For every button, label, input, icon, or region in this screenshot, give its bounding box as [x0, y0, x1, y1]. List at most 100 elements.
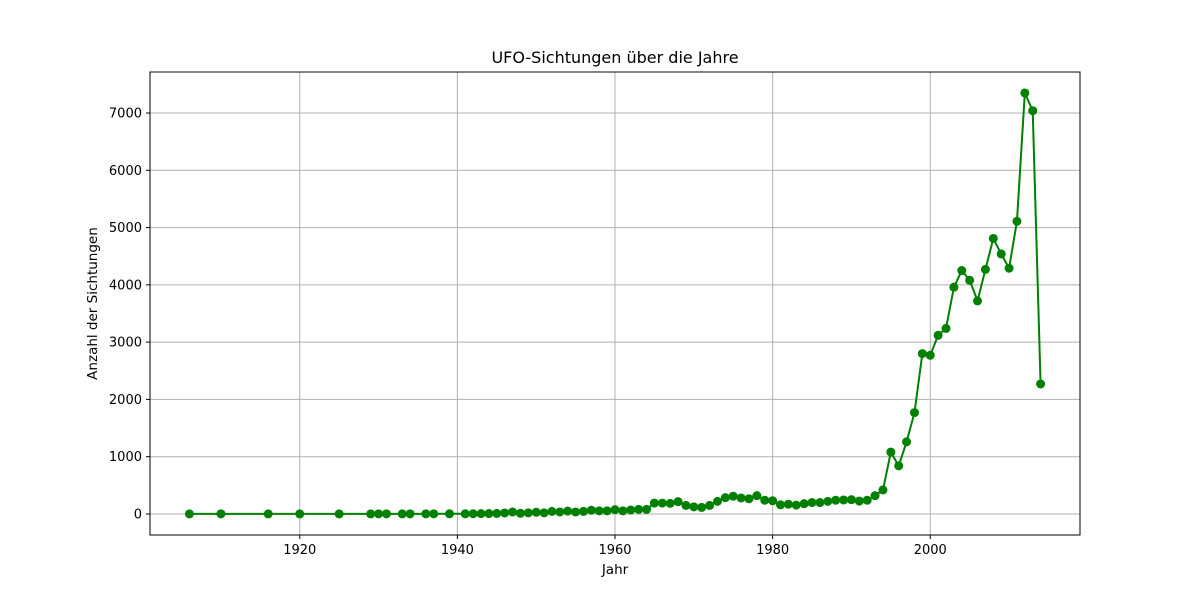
- data-point: [728, 491, 738, 501]
- data-point: [712, 496, 722, 506]
- data-point: [949, 282, 959, 292]
- data-point: [744, 494, 754, 504]
- data-point: [776, 500, 786, 510]
- data-point: [957, 266, 967, 276]
- data-point: [460, 509, 470, 519]
- data-point: [366, 509, 376, 519]
- data-point: [626, 505, 636, 515]
- y-tick-label: 0: [134, 507, 142, 522]
- data-point: [586, 505, 596, 515]
- data-series: [184, 88, 1046, 519]
- data-point: [941, 323, 951, 333]
- data-point: [563, 506, 573, 516]
- data-point: [839, 495, 849, 505]
- data-point: [894, 461, 904, 471]
- data-point: [610, 505, 620, 515]
- data-point: [602, 506, 612, 516]
- y-tick-label: 2000: [109, 393, 142, 408]
- y-tick-label: 5000: [109, 221, 142, 236]
- data-point: [878, 485, 888, 495]
- x-tick-label: 1940: [441, 543, 474, 558]
- data-point: [973, 296, 983, 306]
- x-tick-label: 1920: [283, 543, 316, 558]
- y-tick-label: 4000: [109, 278, 142, 293]
- data-point: [760, 495, 770, 505]
- data-point: [657, 498, 667, 508]
- data-point: [444, 509, 454, 519]
- data-point: [649, 498, 659, 508]
- data-point: [862, 495, 872, 505]
- data-point: [980, 264, 990, 274]
- y-tick-label: 3000: [109, 336, 142, 351]
- data-point: [917, 349, 927, 359]
- data-point: [405, 509, 415, 519]
- data-point: [429, 509, 439, 519]
- data-point: [933, 330, 943, 340]
- data-point: [815, 498, 825, 508]
- data-point: [397, 509, 407, 519]
- data-point: [705, 500, 715, 510]
- data-point: [1028, 106, 1038, 116]
- data-point: [783, 499, 793, 509]
- data-point: [531, 507, 541, 517]
- data-point: [184, 509, 194, 519]
- data-point: [508, 507, 518, 517]
- data-point: [697, 502, 707, 512]
- y-tick-label: 1000: [109, 450, 142, 465]
- data-point: [665, 498, 675, 508]
- y-tick-label: 6000: [109, 164, 142, 179]
- data-point: [768, 496, 778, 506]
- data-point: [846, 495, 856, 505]
- data-point: [216, 509, 226, 519]
- data-point: [263, 509, 273, 519]
- data-point: [886, 447, 896, 457]
- data-point: [807, 498, 817, 508]
- data-point: [1012, 216, 1022, 226]
- data-point: [555, 507, 565, 517]
- data-point: [854, 496, 864, 506]
- y-tick-label: 7000: [109, 107, 142, 122]
- data-point: [1036, 379, 1046, 389]
- data-point: [500, 508, 510, 518]
- data-point: [468, 509, 478, 519]
- data-point: [996, 249, 1006, 259]
- data-point: [965, 275, 975, 285]
- data-point: [492, 508, 502, 518]
- axis-ticks: 1920 1940 1960 1980 2000 0 1000 2000 3000 4000 500…: [109, 107, 947, 558]
- data-point: [831, 495, 841, 505]
- y-axis-label: Anzahl der Sichtungen: [85, 227, 101, 380]
- data-point: [799, 499, 809, 509]
- data-point: [578, 506, 588, 516]
- data-point: [823, 496, 833, 506]
- data-point: [295, 509, 305, 519]
- data-point: [736, 493, 746, 503]
- data-point: [515, 508, 525, 518]
- data-point: [484, 509, 494, 519]
- data-point: [547, 506, 557, 516]
- x-axis-label: Jahr: [601, 562, 629, 578]
- data-point: [791, 500, 801, 510]
- data-point: [925, 350, 935, 360]
- data-point: [988, 233, 998, 243]
- data-point: [681, 500, 691, 510]
- x-tick-label: 2000: [914, 543, 947, 558]
- data-point: [642, 504, 652, 514]
- data-point: [421, 509, 431, 519]
- data-point: [594, 506, 604, 516]
- chart-title: UFO-Sichtungen über die Jahre: [491, 48, 738, 67]
- grid-lines: [150, 72, 1080, 535]
- data-point: [476, 509, 486, 519]
- data-point: [334, 509, 344, 519]
- x-tick-label: 1960: [598, 543, 631, 558]
- data-point: [720, 493, 730, 503]
- data-point: [902, 437, 912, 447]
- data-point: [571, 507, 581, 517]
- data-point: [870, 491, 880, 501]
- data-point: [634, 504, 644, 514]
- data-point: [909, 408, 919, 418]
- data-point: [523, 508, 533, 518]
- data-point: [381, 509, 391, 519]
